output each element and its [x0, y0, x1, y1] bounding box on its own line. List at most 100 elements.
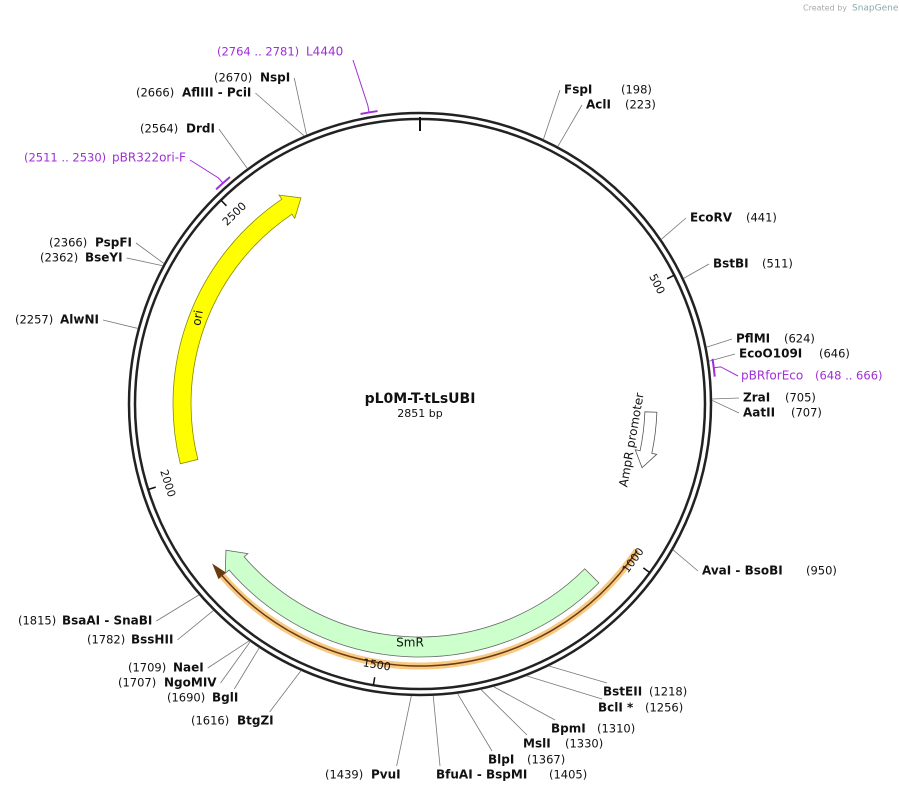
site-position: (1330) [565, 737, 603, 751]
site-name: ZraI [743, 391, 770, 405]
primer-name: pBR322ori-F [112, 151, 186, 165]
tick-mark [220, 199, 228, 207]
site-name: BlpI [488, 753, 514, 767]
site-line [135, 242, 165, 264]
site-name: NspI [260, 71, 290, 85]
site-line [177, 610, 214, 641]
site-position: (223) [625, 98, 656, 112]
site-line [396, 695, 412, 767]
site-position: (1218) [649, 685, 687, 699]
site-position: (1405) [549, 768, 587, 782]
site-name: NaeI [173, 661, 204, 675]
site-name: MslI [523, 737, 551, 751]
site-position: (2666) [136, 86, 174, 100]
site-position: (646) [819, 347, 850, 361]
feature-ori [172, 194, 302, 465]
feature-label: ori [189, 309, 205, 327]
selection-arrow [212, 563, 227, 580]
site-name: PspFI [95, 236, 132, 250]
tick-label: 500 [646, 272, 667, 297]
tick-mark [666, 274, 675, 280]
site-name: BstBI [713, 257, 749, 271]
primer-range: (648 .. 666) [815, 369, 883, 383]
feature-label: SmR [396, 636, 424, 650]
site-position: (2670) [214, 71, 252, 85]
site-line [293, 77, 307, 136]
primer-marker [360, 110, 378, 116]
site-position: (707) [791, 406, 822, 420]
site-line [218, 128, 248, 169]
site-name: AflIII - PciI [182, 86, 251, 100]
site-name: PflMI [736, 332, 770, 346]
site-position: (1815) [18, 614, 56, 628]
site-name: AatII [743, 406, 775, 420]
tick-mark [147, 486, 156, 491]
site-position: (1367) [527, 753, 565, 767]
site-position: (1707) [118, 676, 156, 690]
ring-outer [127, 111, 713, 697]
site-line [233, 647, 260, 690]
site-name: AlwNI [60, 313, 99, 327]
site-name: FspI [564, 83, 592, 97]
primer-line [713, 366, 739, 377]
site-position: (950) [806, 564, 837, 578]
site-position: (1310) [597, 722, 635, 736]
site-name: DrdI [186, 122, 215, 136]
site-name: EcoO109I [739, 347, 802, 361]
site-line [557, 104, 583, 147]
site-line [548, 665, 608, 684]
site-name: BtgZI [237, 714, 274, 728]
primer-marker [215, 176, 231, 191]
site-position: (441) [746, 211, 777, 225]
feature-ampr-promoter [634, 411, 658, 469]
site-line [156, 594, 200, 622]
credit: Created by [803, 4, 847, 13]
selection-line [215, 550, 638, 667]
site-line [269, 670, 302, 713]
site-position: (1616) [191, 714, 229, 728]
site-line [457, 693, 493, 752]
site-line [711, 397, 740, 400]
site-line [255, 92, 305, 137]
site-name: BglI [212, 691, 238, 705]
site-line [102, 319, 139, 329]
primer-line [189, 159, 224, 184]
site-line [126, 257, 163, 267]
site-line [432, 695, 441, 767]
site-name: BpmI [551, 722, 586, 736]
site-line [706, 338, 733, 348]
site-name: BseYI [85, 251, 123, 265]
tick-label: 1000 [620, 545, 647, 575]
site-line [683, 263, 710, 279]
primer-range: (2764 .. 2781) [217, 45, 299, 59]
site-name: BclI * [598, 701, 634, 715]
site-position: (1782) [87, 633, 125, 647]
site-name: PvuI [371, 768, 401, 782]
site-line [711, 399, 740, 414]
plasmid-name: pL0M-T-tLsUBI [365, 391, 476, 407]
site-position: (1709) [128, 661, 166, 675]
site-name: BssHII [131, 633, 173, 647]
primer-name: pBRforEco [741, 369, 803, 383]
site-line [672, 549, 699, 572]
site-position: (1439) [325, 768, 363, 782]
site-name: BfuAI - BspMI [436, 768, 527, 782]
site-line [543, 89, 561, 140]
primer-range: (2511 .. 2530) [24, 151, 106, 165]
tick-label: 2000 [157, 468, 178, 499]
site-name: NgoMIV [164, 676, 217, 690]
site-position: (2362) [40, 251, 78, 265]
brand: SnapGene [852, 4, 899, 14]
site-position: (511) [762, 257, 793, 271]
tick-mark [642, 567, 651, 574]
site-name: EcoRV [690, 211, 733, 225]
site-position: (624) [784, 332, 815, 346]
site-position: (705) [785, 391, 816, 405]
site-position: (198) [621, 83, 652, 97]
site-name: BsaAI - SnaBI [62, 614, 152, 628]
site-name: AvaI - BsoBI [702, 564, 783, 578]
site-line [220, 641, 251, 684]
site-position: (2366) [49, 236, 87, 250]
site-line [480, 689, 528, 736]
primer-name: L4440 [306, 45, 343, 59]
